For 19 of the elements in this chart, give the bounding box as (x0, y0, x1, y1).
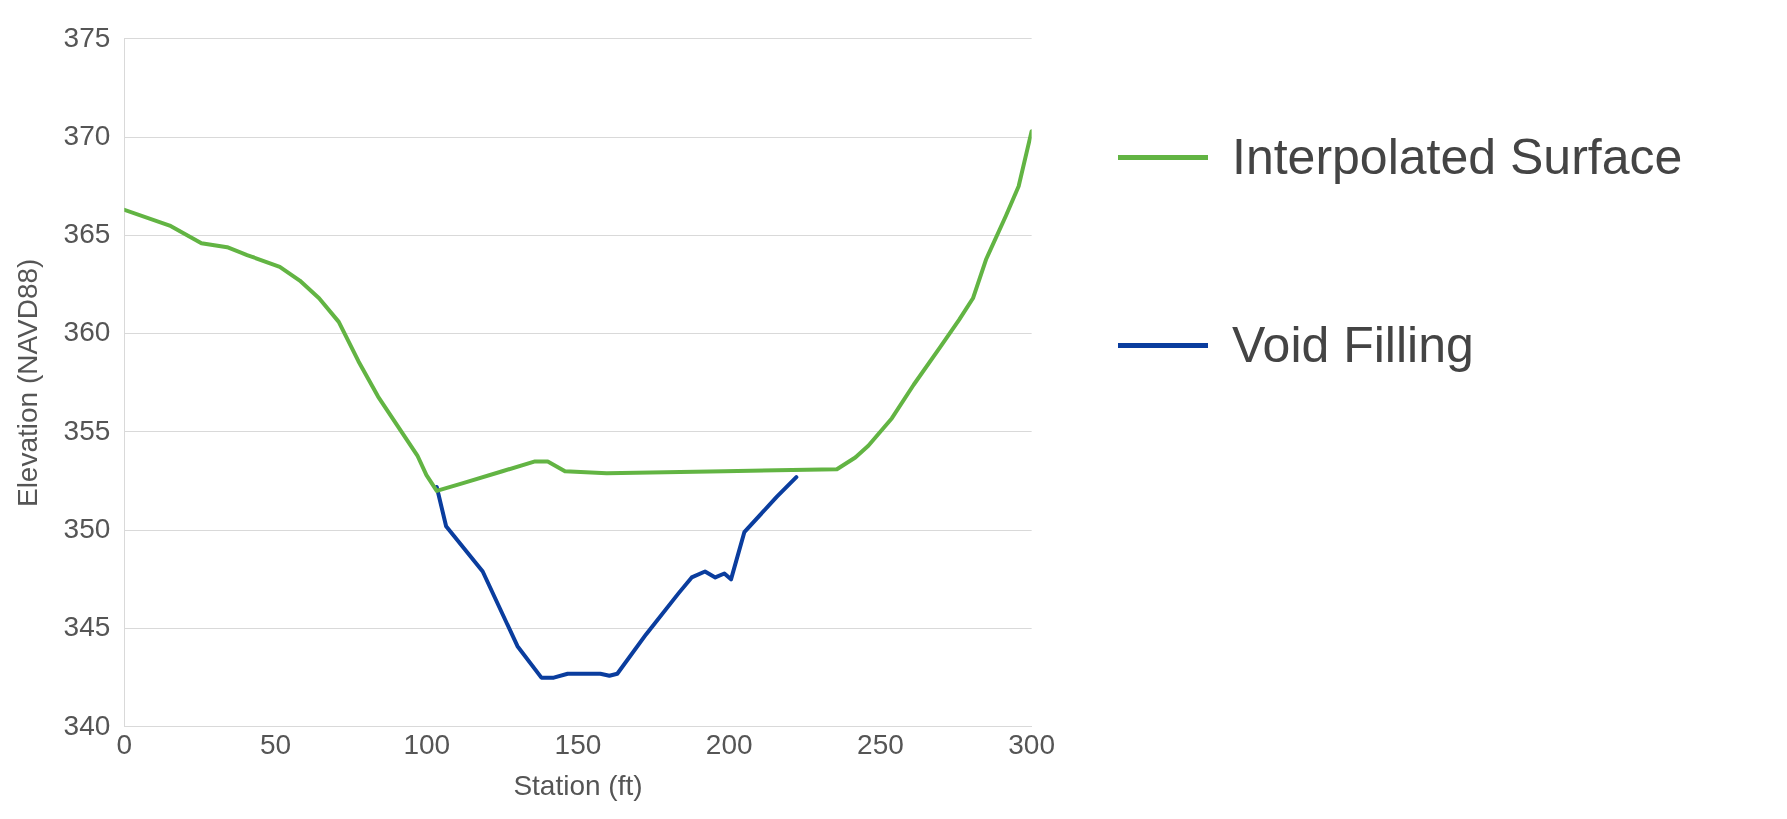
legend-label: Void Filling (1232, 316, 1474, 374)
y-tick-label: 355 (63, 414, 111, 446)
x-tick-label: 50 (259, 729, 292, 761)
x-tick-label: 100 (403, 729, 451, 761)
y-tick-label: 375 (63, 21, 111, 53)
x-tick-label: 300 (1008, 729, 1055, 761)
y-tick-label: 360 (63, 316, 111, 348)
y-tick-label: 350 (63, 512, 111, 544)
x-tick-label: 0 (116, 729, 133, 761)
x-tick-label: 200 (705, 729, 753, 761)
x-tick-label: 250 (857, 729, 904, 761)
y-tick-label: 370 (63, 119, 111, 151)
y-axis-title: Elevation (NAVD88) (11, 258, 43, 508)
y-tick-label: 365 (63, 218, 111, 250)
y-tick-label: 340 (63, 709, 111, 741)
y-tick-label: 345 (63, 611, 111, 643)
legend-label: Interpolated Surface (1232, 128, 1683, 186)
x-axis-title: Station (ft) (513, 769, 643, 801)
x-tick-label: 150 (554, 729, 602, 761)
